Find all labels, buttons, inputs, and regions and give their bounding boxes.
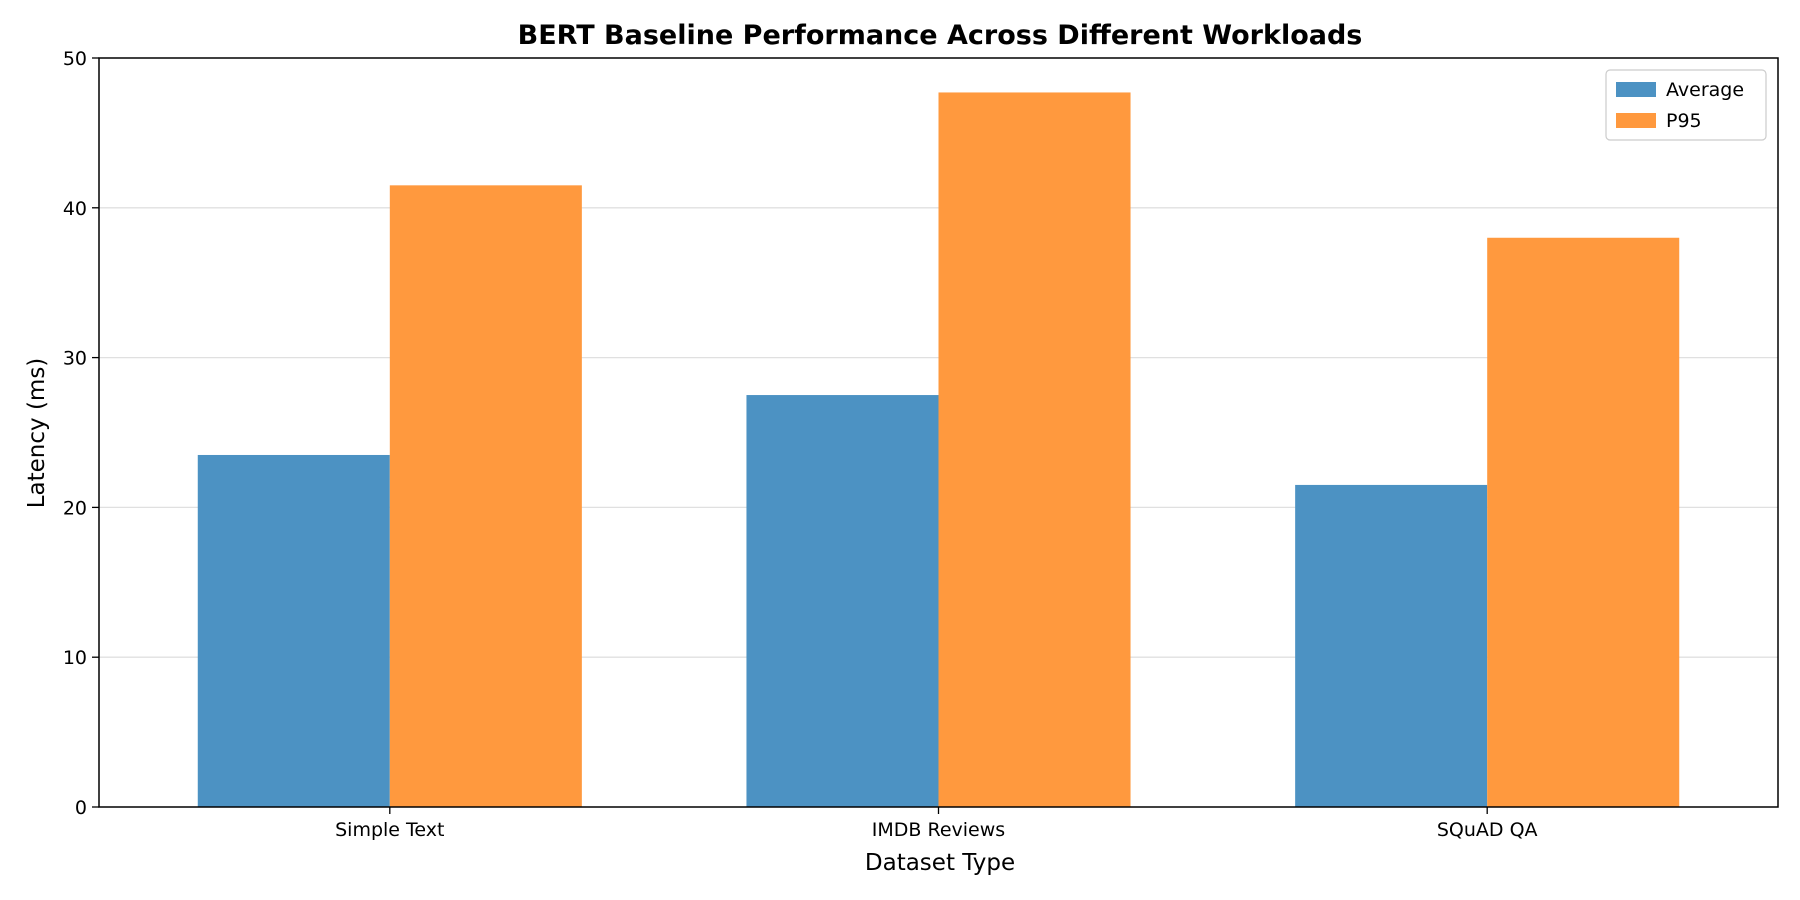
x-axis-label: Dataset Type (865, 850, 1015, 876)
y-tick-label: 30 (63, 348, 87, 370)
legend-swatch (1616, 113, 1656, 128)
x-tick-label: Simple Text (335, 819, 444, 841)
y-tick-label: 10 (63, 647, 87, 669)
x-tick-label: SQuAD QA (1437, 819, 1538, 841)
bar-average-2 (1295, 484, 1488, 807)
plot-frame (98, 57, 1779, 808)
bar-average-1 (746, 395, 939, 807)
y-tick-label: 20 (63, 497, 87, 519)
bars (197, 92, 1680, 808)
legend-swatch (1616, 82, 1656, 97)
chart-title: BERT Baseline Performance Across Differe… (518, 20, 1363, 51)
bar-p95-2 (1487, 237, 1680, 807)
axes: 0 10 20 30 40 50 Simple Text IMDB Reviews SQuAD … (63, 48, 1779, 841)
legend-label: Average (1666, 79, 1744, 101)
bar-p95-0 (389, 185, 582, 807)
bar-p95-1 (938, 92, 1131, 808)
y-tick-label: 40 (63, 198, 87, 220)
y-axis-label: Latency (ms) (24, 358, 50, 509)
y-tick-label: 50 (63, 48, 87, 70)
x-tick-label: IMDB Reviews (872, 819, 1005, 841)
y-tick-label: 0 (75, 797, 87, 819)
legend: Average P95 (1605, 69, 1767, 141)
legend-label: P95 (1666, 110, 1702, 132)
bar-average-0 (197, 454, 390, 807)
